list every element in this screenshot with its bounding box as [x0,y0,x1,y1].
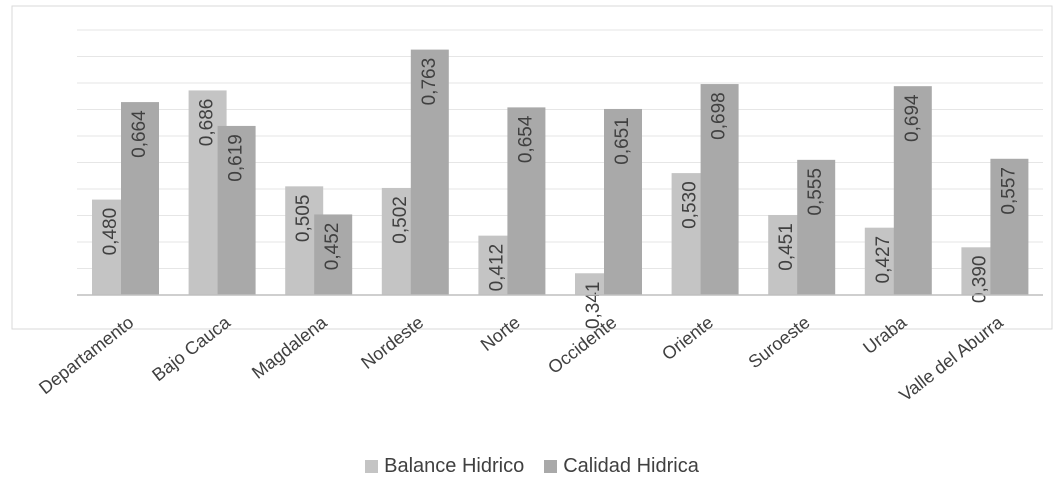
bar-calidad [121,102,159,295]
bar-calidad [604,108,642,295]
x-tick-label: Norte [477,312,524,355]
x-tick-label: Bajo Cauca [148,312,234,386]
x-tick-label: Valle del Aburra [895,312,1007,406]
bar-balance [575,273,613,295]
data-label-balance: 0,480 [100,208,121,256]
chart-frame [11,5,1053,330]
bars-group: 0,480 0,664 0,686 0,619 0,505 0,452 0,502 0,763… [92,49,1029,329]
data-label-calidad: 0,664 [129,110,150,158]
x-tick-label: Magdalena [248,312,331,383]
data-label-calidad: 0,763 [419,58,440,106]
bar-calidad [893,86,932,296]
bar-calidad [700,84,739,295]
data-label-balance: 0,505 [293,195,314,243]
x-tick-labels: Departamento Bajo Cauca Magdalena Nordeste N… [35,312,1007,406]
x-tick-label: Uraba [859,312,911,359]
x-tick-label: Oriente [658,312,717,364]
bar-calidad [797,159,836,295]
data-label-calidad: 0,619 [226,134,247,182]
x-tick-label: Suroeste [745,312,814,372]
bar-calidad [314,214,353,295]
legend: Balance Hidrico Calidad Hidrica [0,455,1064,478]
data-label-calidad: 0,452 [322,223,343,271]
bar-calidad [507,107,546,295]
data-label-calidad: 0,698 [709,92,730,140]
data-label-calidad: 0,555 [805,168,826,216]
data-label-balance: 0,390 [969,256,990,304]
legend-label-balance: Balance Hidrico [384,455,525,477]
legend-swatch-calidad [544,460,558,473]
data-label-calidad: 0,557 [998,167,1019,215]
data-label-balance: 0,686 [197,99,218,147]
data-label-balance: 0,451 [776,223,797,271]
bar-calidad [990,158,1029,295]
data-label-balance: 0,341 [583,281,604,329]
data-label-balance: 0,530 [680,181,701,229]
data-label-balance: 0,412 [486,244,507,292]
data-label-calidad: 0,654 [515,115,536,163]
legend-swatch-balance [365,460,379,473]
legend-label-calidad: Calidad Hidrica [563,455,699,477]
data-label-balance: 0,502 [390,196,411,244]
bar-calidad [410,49,449,295]
x-tick-label: Departamento [35,312,137,398]
bar-calidad [217,125,256,296]
data-label-calidad: 0,694 [902,94,923,142]
x-tick-label: Nordeste [357,312,427,373]
legend-item-balance: Balance Hidrico [365,455,524,478]
legend-item-calidad: Calidad Hidrica [544,455,699,478]
data-label-balance: 0,427 [873,236,894,284]
data-label-calidad: 0,651 [612,117,633,165]
